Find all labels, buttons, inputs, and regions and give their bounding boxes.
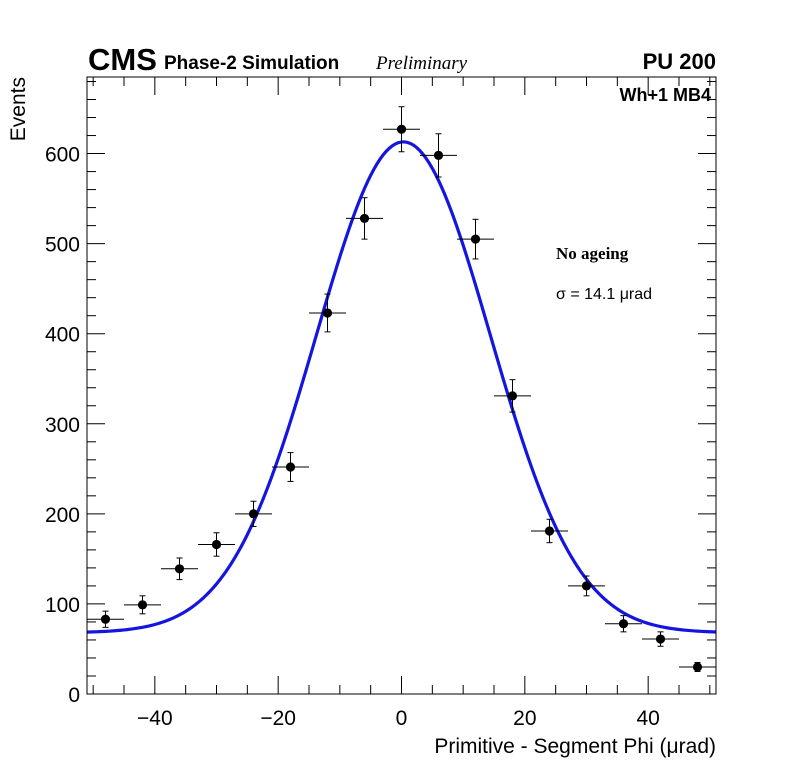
data-point — [346, 197, 383, 240]
data-marker — [581, 581, 592, 591]
data-marker — [655, 634, 666, 644]
x-tick-label: 0 — [396, 707, 408, 730]
data-marker — [692, 662, 703, 672]
data-marker — [618, 619, 629, 629]
x-tick-label: −20 — [260, 707, 296, 730]
data-point — [87, 610, 124, 628]
region-label: Wh+1 MB4 — [619, 85, 711, 105]
y-tick-label: 300 — [45, 414, 80, 437]
data-marker — [433, 150, 444, 160]
data-point — [568, 575, 605, 597]
data-marker — [470, 234, 481, 244]
data-point — [494, 379, 531, 413]
data-point — [235, 500, 272, 527]
data-point — [420, 133, 457, 178]
plot-frame — [86, 76, 717, 695]
data-marker — [544, 526, 555, 536]
data-marker — [137, 600, 148, 610]
data-point — [161, 557, 198, 581]
points-layer — [87, 106, 716, 672]
x-tick-label: 40 — [636, 707, 659, 730]
data-point — [124, 595, 161, 615]
data-point — [198, 532, 235, 557]
data-marker — [507, 391, 518, 401]
fit-curve — [86, 140, 717, 634]
data-marker — [285, 462, 296, 472]
data-marker — [248, 509, 259, 519]
pileup-label: PU 200 — [643, 49, 716, 74]
y-tick-label: 400 — [45, 324, 80, 347]
data-point — [309, 293, 346, 333]
fit-layer — [86, 140, 717, 634]
y-tick-label: 500 — [45, 234, 80, 257]
data-point — [531, 518, 568, 544]
simulation-label: Phase-2 Simulation — [164, 53, 339, 74]
data-marker — [396, 124, 407, 134]
ageing-label: No ageing — [556, 244, 629, 263]
data-point — [272, 452, 309, 482]
y-tick-label: 200 — [45, 504, 80, 527]
x-tick-label: 20 — [513, 707, 536, 730]
y-axis-title: Events — [7, 77, 30, 141]
x-axis-title: Primitive - Segment Phi (μrad) — [434, 735, 716, 758]
data-marker — [322, 308, 333, 318]
data-marker — [359, 213, 370, 224]
experiment-label: CMS — [88, 42, 157, 77]
data-marker — [100, 614, 111, 624]
data-marker — [211, 539, 222, 550]
sigma-label: σ = 14.1 μrad — [556, 286, 652, 303]
y-tick-label: 100 — [45, 594, 80, 617]
data-point — [457, 218, 494, 260]
data-point — [383, 106, 420, 153]
y-tick-label: 0 — [68, 684, 80, 707]
data-marker — [174, 564, 185, 574]
status-label: Preliminary — [375, 53, 468, 74]
data-point — [679, 661, 716, 672]
y-tick-label: 600 — [45, 144, 80, 167]
data-point — [605, 615, 642, 633]
x-tick-label: −40 — [137, 707, 173, 730]
data-point — [642, 631, 679, 647]
